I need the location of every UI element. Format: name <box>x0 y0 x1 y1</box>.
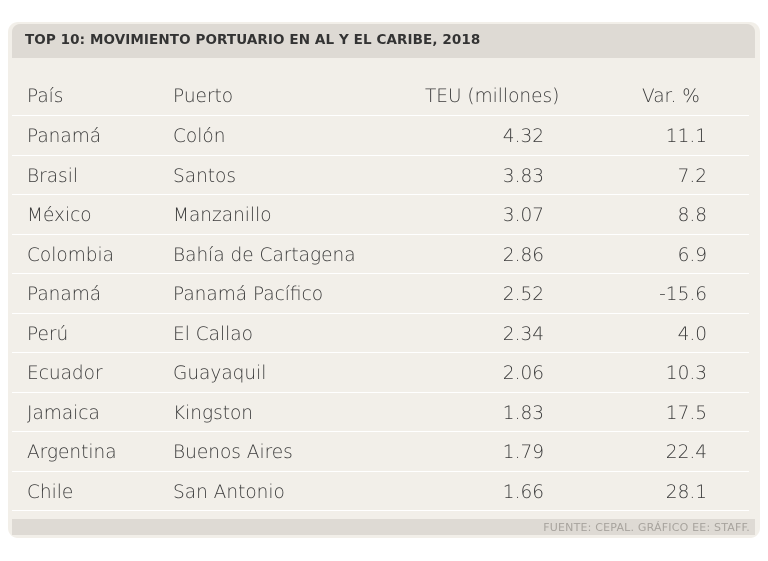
cell-pais: Panamá <box>27 284 102 305</box>
cell-pais: Ecuador <box>27 363 103 384</box>
cell-teu: 1.66 <box>502 481 544 503</box>
cell-pais: México <box>27 205 92 226</box>
cell-puerto: El Callao <box>173 323 253 345</box>
cell-pais: Perú <box>27 323 69 345</box>
table-header: País Puerto TEU (millones) Var. % <box>12 76 749 116</box>
table-row: Panamá Colón 4.32 11.1 <box>12 116 749 156</box>
cell-var: 17.5 <box>665 402 707 424</box>
cell-teu: 1.79 <box>502 442 544 463</box>
cell-teu: 4.32 <box>502 126 544 147</box>
cell-var: 6.9 <box>677 244 707 266</box>
cell-var: 22.4 <box>665 442 707 463</box>
cell-pais: Panamá <box>27 126 102 147</box>
title-bar <box>12 24 755 58</box>
table-panel <box>8 22 760 538</box>
port-table: País Puerto TEU (millones) Var. % Panamá… <box>12 76 749 511</box>
cell-teu: 1.83 <box>502 402 544 424</box>
cell-puerto: Colón <box>173 126 226 147</box>
cell-puerto: Bahía de Cartagena <box>173 244 356 266</box>
cell-var: 28.1 <box>665 481 707 503</box>
table-body: Panamá Colón 4.32 11.1 Brasil Santos 3.83 7.2 Mé… <box>12 116 749 511</box>
cell-puerto: Panamá Pacífico <box>173 284 324 305</box>
table-row: Brasil Santos 3.83 7.2 <box>12 156 749 195</box>
header-var: Var. % <box>642 86 700 107</box>
cell-pais: Chile <box>27 481 74 503</box>
cell-pais: Colombia <box>27 244 114 266</box>
cell-teu: 2.86 <box>502 244 544 266</box>
header-puerto: Puerto <box>173 86 234 107</box>
table-title: TOP 10: MOVIMIENTO PORTUARIO EN AL Y EL … <box>25 32 481 48</box>
footer-bar <box>12 519 755 535</box>
cell-teu: 3.07 <box>502 205 544 226</box>
cell-teu: 2.34 <box>502 323 544 345</box>
cell-teu: 2.52 <box>502 284 544 305</box>
cell-teu: 3.83 <box>502 165 544 187</box>
table-row: Ecuador Guayaquil 2.06 10.3 <box>12 353 749 393</box>
cell-puerto: Manzanillo <box>173 205 272 226</box>
header-teu: TEU (millones) <box>425 86 560 107</box>
cell-var: 10.3 <box>665 363 707 384</box>
cell-var: 11.1 <box>665 126 707 147</box>
table-row: Jamaica Kingston 1.83 17.5 <box>12 393 749 432</box>
cell-pais: Brasil <box>27 165 78 187</box>
header-pais: País <box>27 86 64 107</box>
cell-teu: 2.06 <box>502 363 544 384</box>
cell-puerto: Guayaquil <box>173 363 267 384</box>
cell-puerto: Buenos Aires <box>173 442 293 463</box>
cell-var: -15.6 <box>659 284 707 305</box>
table-row: Colombia Bahía de Cartagena 2.86 6.9 <box>12 235 749 274</box>
table-row: Chile San Antonio 1.66 28.1 <box>12 472 749 511</box>
cell-pais: Jamaica <box>27 402 100 424</box>
table-row: Panamá Panamá Pacífico 2.52 -15.6 <box>12 274 749 314</box>
cell-puerto: San Antonio <box>173 481 285 503</box>
source-note: FUENTE: CEPAL. GRÁFICO EE: STAFF. <box>543 521 750 534</box>
table-row: México Manzanillo 3.07 8.8 <box>12 195 749 235</box>
table-row: Perú El Callao 2.34 4.0 <box>12 314 749 353</box>
cell-puerto: Kingston <box>173 402 254 424</box>
cell-var: 7.2 <box>677 165 707 187</box>
cell-var: 8.8 <box>677 205 707 226</box>
cell-puerto: Santos <box>173 165 237 187</box>
table-row: Argentina Buenos Aires 1.79 22.4 <box>12 432 749 472</box>
cell-pais: Argentina <box>27 442 117 463</box>
cell-var: 4.0 <box>677 323 707 345</box>
